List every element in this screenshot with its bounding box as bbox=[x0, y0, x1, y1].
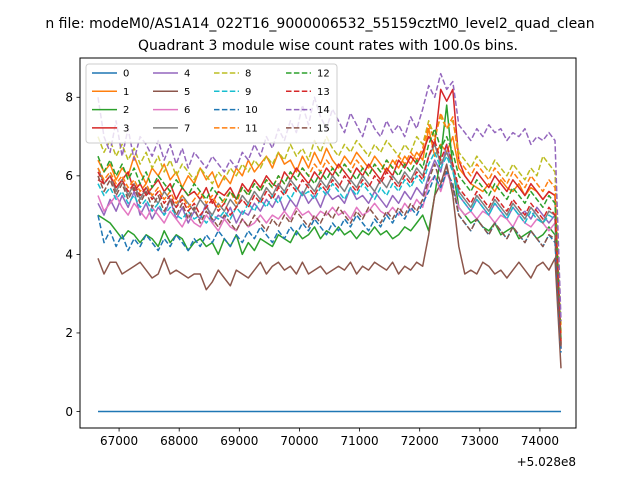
legend-label-9: 9 bbox=[245, 87, 251, 98]
series-line-13 bbox=[97, 139, 562, 345]
y-tick-label: 8 bbox=[65, 91, 73, 105]
legend-label-14: 14 bbox=[317, 105, 330, 116]
legend-label-12: 12 bbox=[317, 69, 330, 80]
plot-frame bbox=[79, 57, 577, 429]
x-axis: 67000 68000 69000 70000 71000 72000 73000 74000 bbox=[100, 428, 559, 448]
x-tick-label: 69000 bbox=[220, 434, 258, 448]
legend-label-0: 0 bbox=[123, 69, 129, 80]
series-layer bbox=[97, 72, 562, 413]
legend-label-8: 8 bbox=[245, 69, 251, 80]
legend-label-10: 10 bbox=[245, 105, 258, 116]
legend-label-1: 1 bbox=[123, 87, 129, 98]
y-axis: 0 2 4 6 8 bbox=[65, 91, 80, 419]
legend-label-13: 13 bbox=[317, 87, 330, 98]
legend-label-4: 4 bbox=[184, 69, 190, 80]
x-tick-label: 73000 bbox=[461, 434, 499, 448]
x-offset-label: +5.028e8 bbox=[517, 455, 576, 469]
series-line-6 bbox=[97, 171, 562, 349]
y-tick-label: 4 bbox=[65, 248, 73, 262]
series-line-8 bbox=[97, 116, 562, 326]
series-line-10 bbox=[97, 171, 562, 353]
chart-title: Quadrant 3 module wise count rates with … bbox=[138, 38, 518, 54]
legend-label-7: 7 bbox=[184, 123, 190, 134]
y-tick-label: 6 bbox=[65, 169, 73, 183]
series-line-11 bbox=[97, 112, 562, 333]
series-line-3 bbox=[97, 88, 562, 345]
x-tick-label: 72000 bbox=[401, 434, 439, 448]
chart-suptitle: n file: modeM0/AS1A14_022T16_9000006532_… bbox=[45, 16, 594, 32]
legend-label-11: 11 bbox=[245, 123, 258, 134]
series-line-5 bbox=[97, 163, 562, 369]
series-line-12 bbox=[97, 127, 562, 341]
x-tick-label: 68000 bbox=[160, 434, 198, 448]
legend-label-3: 3 bbox=[123, 123, 129, 134]
legend-label-15: 15 bbox=[317, 123, 330, 134]
legend-label-2: 2 bbox=[123, 105, 129, 116]
series-line-1 bbox=[97, 127, 562, 341]
y-tick-label: 0 bbox=[65, 405, 73, 419]
x-tick-label: 71000 bbox=[340, 434, 378, 448]
x-tick-label: 74000 bbox=[521, 434, 559, 448]
y-tick-label: 2 bbox=[65, 326, 73, 340]
x-tick-label: 67000 bbox=[100, 434, 138, 448]
series-line-9 bbox=[97, 151, 562, 345]
legend-label-6: 6 bbox=[184, 105, 190, 116]
x-tick-label: 70000 bbox=[280, 434, 318, 448]
legend-label-5: 5 bbox=[184, 87, 190, 98]
legend-box bbox=[85, 63, 338, 144]
series-line-15 bbox=[97, 163, 562, 349]
